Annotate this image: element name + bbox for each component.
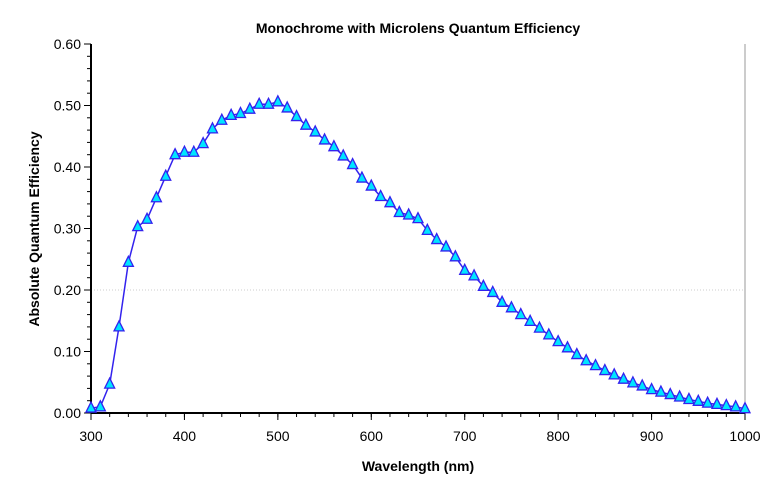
y-tick-label: 0.40 — [54, 159, 81, 175]
data-point — [645, 382, 658, 395]
data-point — [178, 144, 191, 157]
data-point — [271, 94, 284, 107]
data-point — [411, 211, 425, 224]
data-point — [355, 170, 368, 183]
data-point — [524, 313, 537, 327]
chart-title: Monochrome with Microlens Quantum Effici… — [256, 20, 581, 36]
data-point — [439, 239, 453, 252]
data-point — [337, 148, 350, 161]
data-point — [103, 376, 116, 389]
data-point — [402, 207, 415, 220]
data-point — [365, 178, 378, 191]
data-point — [664, 387, 677, 400]
data-point — [496, 294, 509, 307]
data-point — [692, 393, 705, 406]
data-point — [206, 121, 219, 134]
data-point — [327, 139, 340, 152]
data-point — [393, 205, 406, 218]
data-point — [617, 371, 630, 384]
data-point — [290, 109, 303, 122]
x-tick-label: 600 — [360, 428, 384, 444]
data-point — [234, 106, 247, 119]
x-tick-label: 500 — [266, 428, 290, 444]
data-point — [141, 211, 154, 224]
x-tick-label: 700 — [453, 428, 477, 444]
data-point — [374, 189, 387, 202]
data-point — [449, 249, 462, 262]
y-tick-label: 0.20 — [54, 282, 81, 298]
data-point — [533, 320, 546, 333]
data-point — [112, 319, 126, 332]
data-point — [589, 358, 602, 371]
data-point — [122, 254, 135, 267]
data-point — [187, 144, 200, 157]
data-point — [608, 367, 621, 380]
data-point — [561, 340, 574, 353]
data-point — [626, 375, 639, 388]
x-tick-label: 400 — [173, 428, 197, 444]
data-point — [150, 190, 163, 203]
data-point — [131, 219, 144, 232]
data-point — [514, 307, 527, 320]
y-tick-label: 0.00 — [54, 405, 81, 421]
data-point — [729, 399, 742, 412]
data-point — [262, 96, 275, 109]
data-point — [468, 268, 481, 281]
data-point — [197, 136, 210, 149]
data-point — [169, 147, 182, 160]
x-axis-label: Wavelength (nm) — [362, 458, 474, 474]
y-tick-label: 0.30 — [54, 221, 81, 237]
data-point — [720, 398, 733, 411]
data-point — [281, 100, 294, 113]
x-tick-label: 900 — [640, 428, 664, 444]
x-tick-label: 300 — [79, 428, 103, 444]
data-point — [243, 101, 256, 114]
data-point — [505, 300, 518, 313]
data-point — [430, 232, 443, 245]
data-point — [84, 400, 98, 413]
data-point — [421, 222, 434, 235]
data-point — [673, 389, 686, 402]
data-point — [299, 117, 312, 130]
data-point — [682, 392, 695, 405]
data-point — [477, 278, 490, 291]
y-axis-label: Absolute Quantum Efficiency — [26, 131, 42, 326]
x-tick-label: 1000 — [729, 428, 760, 444]
data-point — [542, 327, 555, 340]
data-point — [580, 353, 593, 366]
series-line — [90, 100, 746, 410]
data-point — [94, 399, 107, 412]
x-tick-label: 800 — [546, 428, 570, 444]
data-point — [654, 384, 667, 397]
data-point — [225, 107, 238, 120]
data-point — [383, 195, 397, 208]
data-point — [570, 347, 583, 360]
data-point — [486, 285, 499, 298]
data-point — [552, 334, 565, 347]
y-tick-label: 0.50 — [54, 98, 81, 114]
y-tick-label: 0.10 — [54, 344, 81, 360]
data-point — [738, 401, 752, 414]
data-point — [253, 96, 266, 109]
data-point — [215, 112, 228, 125]
data-point — [636, 378, 649, 391]
data-point — [159, 168, 172, 181]
data-point — [701, 395, 714, 408]
data-point — [309, 124, 322, 137]
data-point — [346, 157, 359, 170]
data-point — [458, 262, 471, 275]
y-tick-label: 0.60 — [54, 36, 81, 52]
data-point — [710, 396, 724, 410]
data-point — [598, 363, 611, 376]
data-point — [318, 132, 331, 145]
